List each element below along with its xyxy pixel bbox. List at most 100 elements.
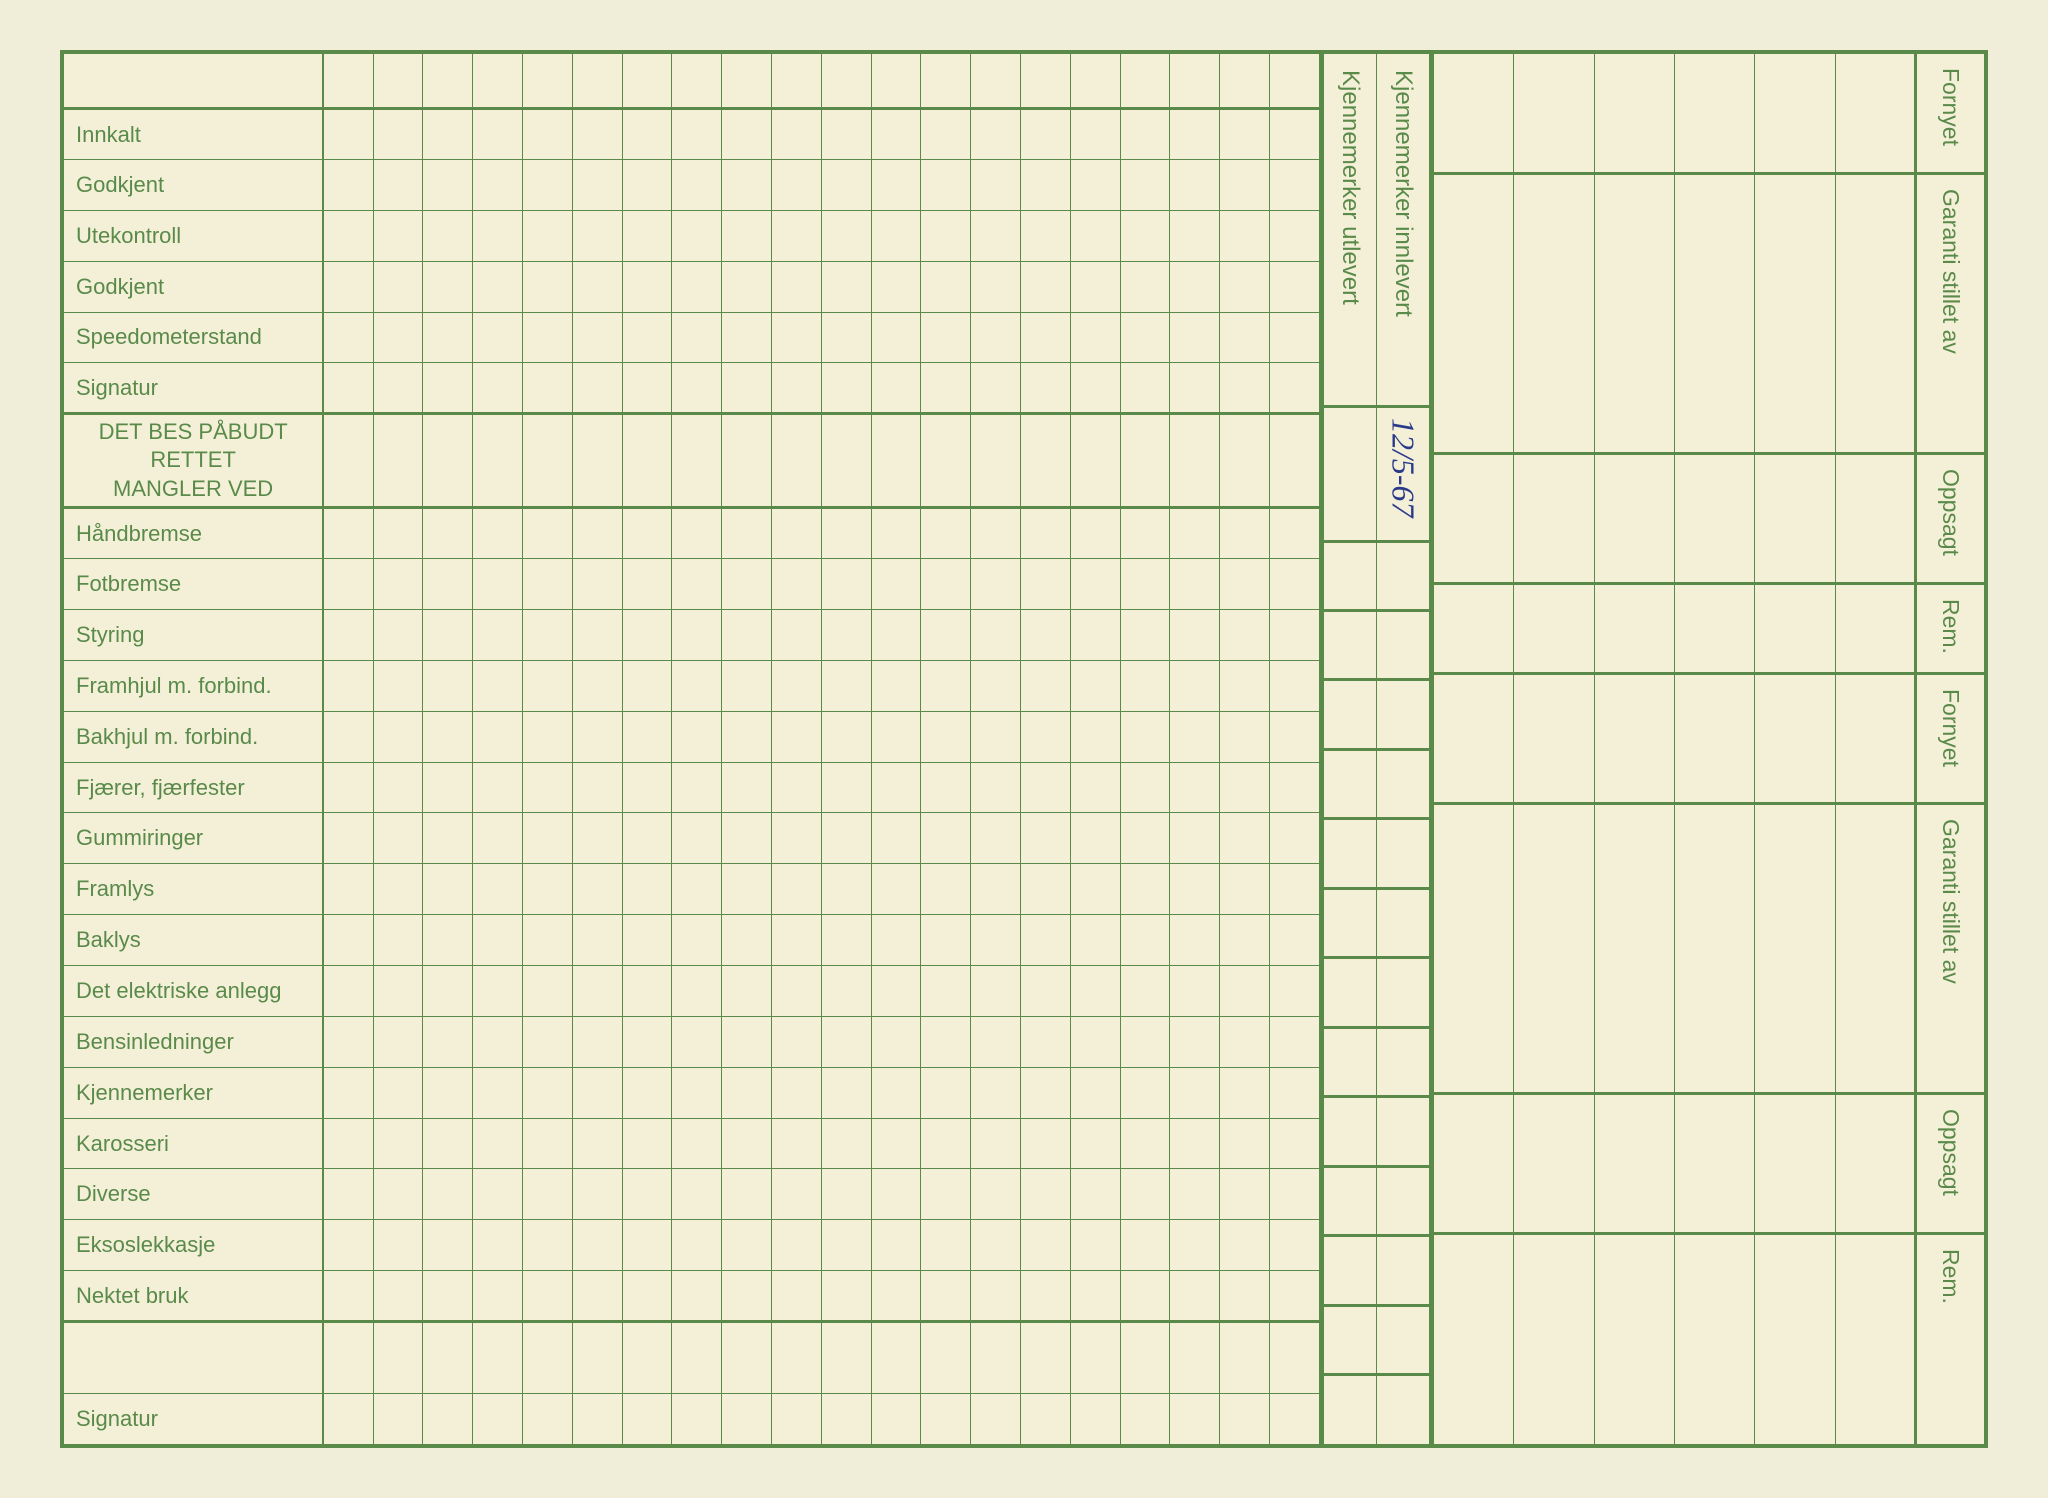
table-row [64,1322,1320,1394]
table-row: Utekontroll [64,210,1320,261]
row-label: Baklys [64,915,324,966]
table-row: Eksoslekkasje [64,1220,1320,1271]
inspection-card: Innkalt Godkjent Utekontroll Godkjent Sp… [60,50,1988,1448]
middle-section: Kjennemerker utlevert Kjennemerker innle… [1323,53,1433,1445]
right-label-rem-2: Rem. [1916,1234,1985,1445]
table-row: Bakhjul m. forbind. [64,711,1320,762]
left-section: Innkalt Godkjent Utekontroll Godkjent Sp… [63,53,1323,1445]
right-row-garanti-2: Garanti stillet av [1434,804,1985,1094]
row-label: Bensinledninger [64,1016,324,1067]
right-table: Fornyet Garanti stillet av Oppsagt Rem. [1433,53,1985,1445]
middle-data-row [1324,1236,1430,1305]
middle-col-utlevert: Kjennemerker utlevert [1324,54,1377,407]
table-row: Framlys [64,864,1320,915]
row-label: Signatur [64,363,324,414]
section-header: DET BES PÅBUDT RETTET MANGLER VED [64,414,324,508]
table-row: Innkalt [64,109,1320,160]
right-row-rem-1: Rem. [1434,584,1985,674]
middle-data-row [1324,958,1430,1027]
kjennemerker-utlevert-label: Kjennemerker utlevert [1336,70,1364,305]
row-label: Godkjent [64,261,324,312]
row-label: Bakhjul m. forbind. [64,711,324,762]
row-label: Innkalt [64,109,324,160]
table-row: Karosseri [64,1118,1320,1169]
row-label: Speedometerstand [64,312,324,363]
table-row: Godkjent [64,261,1320,312]
right-row-oppsagt-2: Oppsagt [1434,1094,1985,1234]
table-row: Nektet bruk [64,1271,1320,1322]
table-header-row [64,54,1320,109]
middle-cell-handwriting: 12/5-67 [1377,406,1430,541]
table-row: Diverse [64,1169,1320,1220]
row-label: Signatur [64,1394,324,1445]
middle-data-row [1324,1166,1430,1235]
middle-data-row [1324,749,1430,818]
label-blank [64,1322,324,1394]
inspection-table: Innkalt Godkjent Utekontroll Godkjent Sp… [63,53,1320,1445]
row-label: Kjennemerker [64,1067,324,1118]
kjennemerker-innlevert-label: Kjennemerker innlevert [1389,70,1417,317]
middle-data-row [1324,1027,1430,1096]
middle-data-row: 12/5-67 [1324,406,1430,541]
table-row: Signatur [64,363,1320,414]
label-blank [64,54,324,109]
middle-data-row [1324,680,1430,749]
table-row: Kjennemerker [64,1067,1320,1118]
right-label-fornyet-1: Fornyet [1916,54,1985,174]
row-label: Karosseri [64,1118,324,1169]
right-section: Fornyet Garanti stillet av Oppsagt Rem. [1433,53,1985,1445]
table-row: Framhjul m. forbind. [64,660,1320,711]
handwritten-date: 12/5-67 [1385,418,1422,518]
table-row: Fjærer, fjærfester [64,762,1320,813]
table-row: Speedometerstand [64,312,1320,363]
section-header-row: DET BES PÅBUDT RETTET MANGLER VED [64,414,1320,508]
middle-data-row [1324,819,1430,888]
middle-data-row [1324,1097,1430,1166]
table-row: Håndbremse [64,508,1320,559]
right-row-rem-2: Rem. [1434,1234,1985,1445]
table-row: Styring [64,610,1320,661]
right-row-fornyet-2: Fornyet [1434,674,1985,804]
row-label: Framlys [64,864,324,915]
row-label: Gummiringer [64,813,324,864]
row-label: Fotbremse [64,559,324,610]
main-layout: Innkalt Godkjent Utekontroll Godkjent Sp… [63,53,1985,1445]
right-label-rem-1: Rem. [1916,584,1985,674]
middle-data-row [1324,888,1430,957]
table-row: Gummiringer [64,813,1320,864]
section-header-line2: MANGLER VED [113,476,273,501]
table-row: Bensinledninger [64,1016,1320,1067]
row-label: Framhjul m. forbind. [64,660,324,711]
right-label-oppsagt-1: Oppsagt [1916,454,1985,584]
middle-cell [1324,406,1377,541]
row-label: Fjærer, fjærfester [64,762,324,813]
right-row-oppsagt-1: Oppsagt [1434,454,1985,584]
middle-data-row [1324,541,1430,610]
middle-data-row [1324,1305,1430,1374]
middle-data-row [1324,1375,1430,1445]
right-label-garanti-2: Garanti stillet av [1916,804,1985,1094]
row-label: Det elektriske anlegg [64,966,324,1017]
right-label-fornyet-2: Fornyet [1916,674,1985,804]
table-row: Godkjent [64,159,1320,210]
row-label: Håndbremse [64,508,324,559]
row-label: Diverse [64,1169,324,1220]
middle-data-row [1324,611,1430,680]
row-label: Styring [64,610,324,661]
row-label: Nektet bruk [64,1271,324,1322]
right-row-fornyet-1: Fornyet [1434,54,1985,174]
row-label: Utekontroll [64,210,324,261]
row-label: Godkjent [64,159,324,210]
right-label-garanti-1: Garanti stillet av [1916,174,1985,454]
section-header-line1: DET BES PÅBUDT RETTET [99,419,288,473]
table-row: Signatur [64,1394,1320,1445]
table-row: Fotbremse [64,559,1320,610]
middle-col-innlevert: Kjennemerker innlevert [1377,54,1430,407]
row-label: Eksoslekkasje [64,1220,324,1271]
table-row: Det elektriske anlegg [64,966,1320,1017]
right-row-garanti-1: Garanti stillet av [1434,174,1985,454]
kjennemerker-table: Kjennemerker utlevert Kjennemerker innle… [1323,53,1430,1445]
table-row: Baklys [64,915,1320,966]
right-label-oppsagt-2: Oppsagt [1916,1094,1985,1234]
middle-header-row: Kjennemerker utlevert Kjennemerker innle… [1324,54,1430,407]
